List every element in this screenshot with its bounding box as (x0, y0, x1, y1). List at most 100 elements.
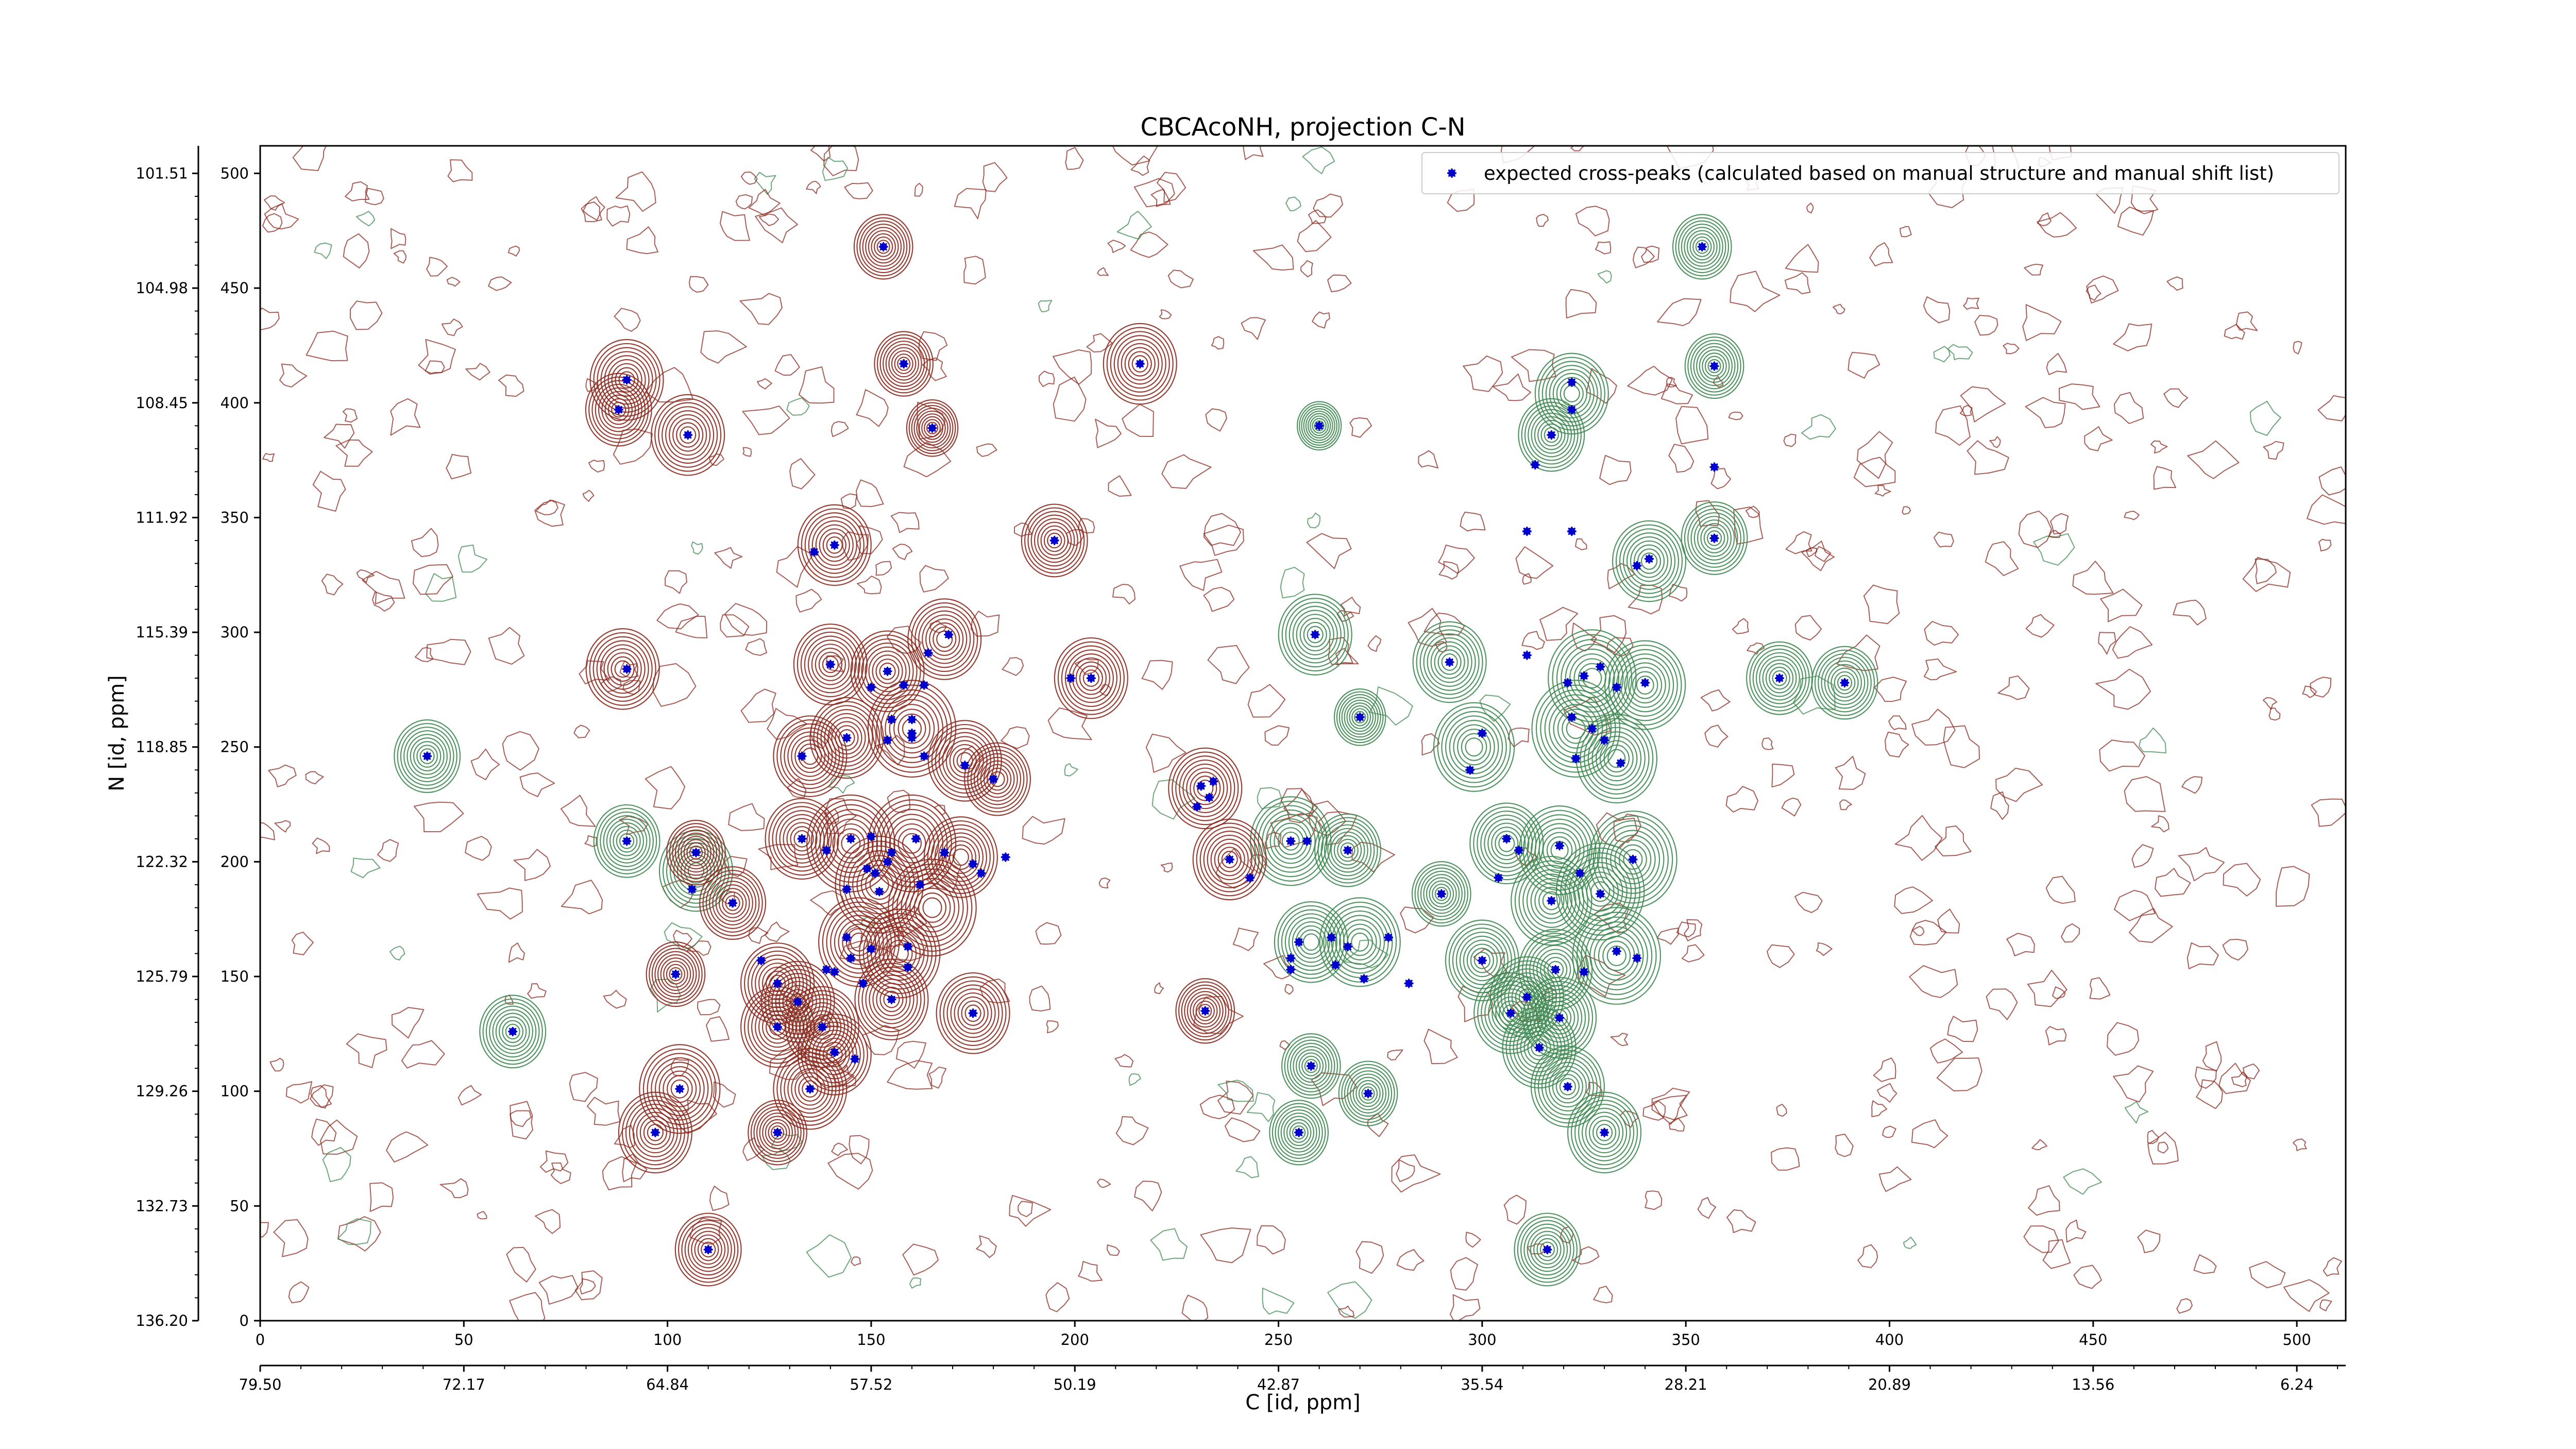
noise-contour (1876, 1083, 1897, 1103)
noise-contour (274, 820, 291, 833)
noise-contour (1300, 260, 1313, 278)
cross-peak-marker (846, 834, 856, 844)
noise-contour (1284, 984, 1294, 995)
noise-contour (1232, 928, 1259, 951)
noise-contour (1161, 454, 1212, 489)
noise-contour (606, 205, 631, 227)
noise-contour (369, 1182, 394, 1212)
noise-contour (1974, 315, 1998, 336)
noise-contour (1337, 1305, 1354, 1318)
cross-peak-marker (1355, 712, 1365, 722)
cross-peak-marker (622, 836, 632, 846)
noise-contour (688, 276, 709, 293)
noise-contour (1387, 1049, 1403, 1060)
cross-peak-marker (911, 834, 921, 844)
noise-contour (767, 707, 808, 740)
peak-contour (888, 858, 977, 957)
noise-contour (2176, 1298, 2193, 1314)
cross-peak-marker (683, 430, 693, 440)
noise-contour (1606, 636, 1634, 657)
cross-peak-marker (1628, 854, 1638, 864)
noise-contour (291, 931, 314, 955)
noise-contour (645, 367, 694, 402)
noise-contour (1985, 541, 2019, 576)
noise-contour (314, 242, 332, 259)
noise-contour (1114, 1054, 1134, 1068)
peak-contour (1412, 621, 1487, 703)
cross-peak-marker (829, 967, 839, 977)
noise-contour (2045, 1026, 2067, 1046)
noise-contour (582, 490, 595, 502)
noise-contour (1465, 1232, 1481, 1248)
cross-peak-marker (1567, 527, 1577, 536)
peak-contour (1021, 503, 1088, 578)
noise-contour (1018, 1201, 1033, 1218)
noise-contour (2050, 513, 2069, 534)
noise-contour (1628, 584, 1663, 615)
noise-contour (2263, 441, 2284, 460)
peak-contour (1511, 855, 1592, 946)
cross-peak-marker (1632, 953, 1642, 963)
cross-peak-marker (1200, 1006, 1210, 1016)
cross-peak-marker (1596, 889, 1605, 899)
noise-contour (1700, 689, 1731, 712)
noise-contour (724, 603, 768, 636)
noise-contour (754, 172, 776, 195)
noise-contour (1367, 635, 1382, 652)
cross-peak-marker (1514, 846, 1523, 855)
cross-peak-marker (1331, 960, 1341, 970)
noise-contour (1785, 531, 1812, 554)
noise-contour (1967, 440, 2009, 475)
noise-contour (1235, 1156, 1259, 1178)
x-ppm-tick-label: 64.84 (646, 1376, 689, 1393)
noise-contour (1328, 637, 1359, 665)
noise-contour (2124, 776, 2166, 812)
noise-contour (1285, 196, 1301, 211)
noise-contour (798, 366, 835, 404)
noise-contour (764, 921, 790, 942)
peak-contour (1514, 1212, 1581, 1287)
noise-contour (2095, 668, 2151, 710)
cross-peak-marker (1066, 673, 1076, 683)
noise-contour (1145, 733, 1187, 773)
noise-contour (670, 1058, 689, 1077)
peak-contour (1567, 1091, 1642, 1174)
noise-contour (1607, 563, 1636, 589)
noise-contour (922, 357, 947, 381)
noise-contour (574, 1270, 603, 1301)
noise-contour (1280, 566, 1305, 599)
cross-peak-marker (919, 751, 929, 761)
noise-contour (1247, 684, 1286, 718)
cross-peak-marker (866, 682, 876, 692)
noise-contour (1959, 405, 1973, 416)
noise-contour (1894, 886, 1933, 914)
legend-label: expected cross-peaks (calculated based o… (1484, 162, 2274, 184)
cross-peak-marker (1571, 754, 1581, 763)
cross-peak-marker (1196, 781, 1206, 791)
noise-contour (713, 1081, 736, 1108)
noise-contour (1179, 559, 1223, 591)
cross-peak-marker (883, 666, 892, 676)
noise-contour (586, 1097, 621, 1126)
noise-contour (2323, 1257, 2342, 1277)
cross-peak-marker (883, 857, 892, 867)
noise-contour (1097, 267, 1109, 276)
cross-peak-marker (1522, 527, 1532, 536)
noise-contour (1112, 584, 1136, 604)
noise-contour (1150, 1228, 1188, 1261)
x-ppm-tick-label: 20.89 (1868, 1376, 1911, 1393)
peak-contour (666, 819, 726, 886)
noise-contour (1911, 709, 1956, 746)
noise-contour (324, 424, 355, 449)
noise-contour (2243, 1063, 2260, 1080)
noise-contour (2157, 1141, 2169, 1154)
noise-contour (311, 1118, 337, 1146)
peak-contour (1338, 1060, 1398, 1126)
noise-contour (320, 1119, 358, 1155)
noise-contour (446, 277, 461, 287)
noise-contour (1522, 573, 1532, 585)
noise-contour (498, 374, 524, 397)
noise-contour (2045, 875, 2076, 904)
peak-contour (907, 598, 982, 680)
noise-contour (1312, 311, 1330, 329)
